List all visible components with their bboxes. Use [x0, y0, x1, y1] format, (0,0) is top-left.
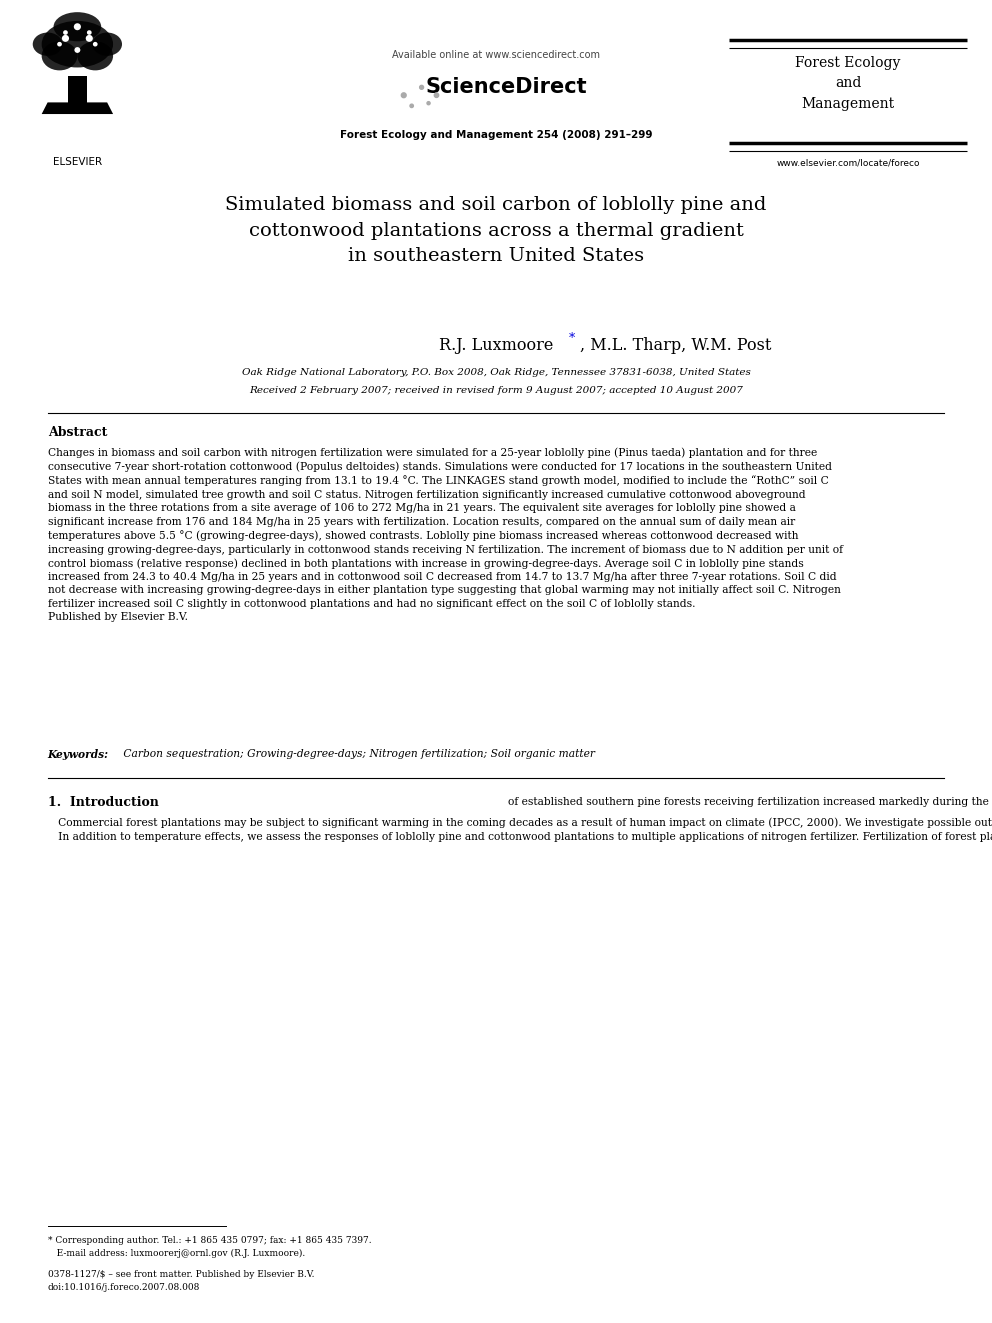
Text: ELSEVIER: ELSEVIER [53, 156, 102, 167]
Text: www.elsevier.com/locate/foreco: www.elsevier.com/locate/foreco [777, 159, 920, 168]
Text: Carbon sequestration; Growing-degree-days; Nitrogen fertilization; Soil organic : Carbon sequestration; Growing-degree-day… [120, 749, 595, 759]
Ellipse shape [42, 21, 113, 67]
Point [396, 85, 412, 106]
Text: Simulated biomass and soil carbon of loblolly pine and
cottonwood plantations ac: Simulated biomass and soil carbon of lob… [225, 196, 767, 265]
Text: of established southern pine forests receiving fertilization increased markedly : of established southern pine forests rec… [508, 796, 992, 807]
Text: E-mail address: luxmoorerj@ornl.gov (R.J. Luxmoore).: E-mail address: luxmoorerj@ornl.gov (R.J… [48, 1249, 305, 1258]
Ellipse shape [33, 33, 62, 56]
Circle shape [62, 34, 69, 42]
Text: Available online at www.sciencedirect.com: Available online at www.sciencedirect.co… [392, 50, 600, 61]
Circle shape [87, 30, 91, 34]
Circle shape [85, 34, 93, 42]
Text: * Corresponding author. Tel.: +1 865 435 0797; fax: +1 865 435 7397.: * Corresponding author. Tel.: +1 865 435… [48, 1236, 371, 1245]
Text: Received 2 February 2007; received in revised form 9 August 2007; accepted 10 Au: Received 2 February 2007; received in re… [249, 386, 743, 396]
Text: Forest Ecology
and
Management: Forest Ecology and Management [796, 56, 901, 111]
Ellipse shape [42, 41, 77, 70]
Text: Abstract: Abstract [48, 426, 107, 439]
Circle shape [63, 30, 67, 34]
Text: Forest Ecology and Management 254 (2008) 291–299: Forest Ecology and Management 254 (2008)… [339, 130, 653, 140]
Point [429, 85, 444, 106]
Ellipse shape [92, 33, 122, 56]
Text: Commercial forest plantations may be subject to significant warming in the comin: Commercial forest plantations may be sub… [48, 818, 992, 841]
Text: *: * [568, 332, 574, 345]
Text: R.J. Luxmoore: R.J. Luxmoore [438, 337, 554, 355]
Point [414, 77, 430, 98]
Text: Changes in biomass and soil carbon with nitrogen fertilization were simulated fo: Changes in biomass and soil carbon with … [48, 447, 842, 622]
Polygon shape [42, 102, 113, 114]
Text: Oak Ridge National Laboratory, P.O. Box 2008, Oak Ridge, Tennessee 37831-6038, U: Oak Ridge National Laboratory, P.O. Box … [242, 368, 750, 377]
Text: doi:10.1016/j.foreco.2007.08.008: doi:10.1016/j.foreco.2007.08.008 [48, 1283, 200, 1293]
Text: Keywords:: Keywords: [48, 749, 108, 759]
Text: 0378-1127/$ – see front matter. Published by Elsevier B.V.: 0378-1127/$ – see front matter. Publishe… [48, 1270, 314, 1279]
Text: ScienceDirect: ScienceDirect [426, 77, 586, 97]
Circle shape [93, 42, 97, 46]
Ellipse shape [54, 12, 101, 41]
Ellipse shape [77, 41, 113, 70]
Text: 1.  Introduction: 1. Introduction [48, 796, 159, 810]
Text: , M.L. Tharp, W.M. Post: , M.L. Tharp, W.M. Post [580, 337, 772, 355]
Point [404, 95, 420, 116]
FancyBboxPatch shape [67, 75, 87, 105]
Circle shape [58, 42, 62, 46]
Circle shape [73, 24, 81, 30]
Point [421, 93, 436, 114]
Circle shape [74, 48, 80, 53]
